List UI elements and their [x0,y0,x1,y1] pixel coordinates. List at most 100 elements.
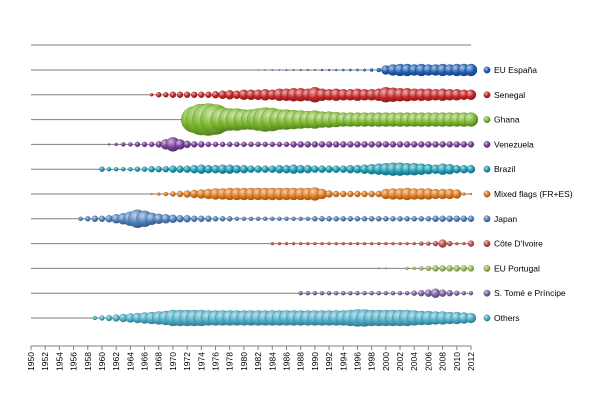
bubble-brazil-1995 [346,164,355,174]
bubble-eu-espa-a-1986 [285,68,288,71]
bubble-others-1959 [92,315,98,321]
bubble-japan-2009 [446,215,453,223]
bubble-venezuela-1963 [121,142,126,147]
bubble-c-te-d-ivoire-2001 [391,241,395,246]
bubble-s-tom-e-pr-ncipe-2001 [390,291,396,296]
x-tick-label: 2010 [452,352,462,371]
x-tick-label: 1966 [140,352,150,371]
series-row-venezuela [31,137,475,152]
bubble-eu-portugal-2004 [412,266,416,271]
bubble-brazil-1992 [325,165,333,173]
bubble-japan-1978 [227,216,233,222]
x-tick-label: 1952 [40,352,50,371]
bubble-c-te-d-ivoire-2003 [405,241,409,246]
bubble-c-te-d-ivoire-2006 [426,241,431,246]
bubble-others-1962 [112,314,120,322]
bubble-c-te-d-ivoire-2005 [419,241,424,246]
bubble-venezuela-2007 [432,141,439,148]
bubble-japan-1959 [91,215,99,223]
bubble-senegal-1971 [176,91,184,99]
bubble-eu-espa-a-1993 [334,68,338,72]
bubble-c-te-d-ivoire-1992 [327,241,331,246]
x-tick-label: 1990 [310,352,320,371]
bubble-c-te-d-ivoire-1995 [348,241,353,246]
bubble-japan-2003 [404,216,410,222]
bubble-japan-1973 [191,215,198,223]
bubble-japan-1979 [234,216,240,222]
bubble-s-tom-e-pr-ncipe-1996 [355,291,360,296]
bubble-mixed-flags-fr-es-1994 [340,190,347,198]
bubble-venezuela-2006 [425,141,432,148]
bubble-venezuela-1994 [340,141,347,148]
bubble-brazil-1963 [121,166,126,172]
x-tick-label: 2006 [423,352,433,371]
bubble-senegal-1967 [149,93,154,97]
bubble-eu-espa-a-1995 [348,68,352,72]
bubble-eu-portugal-2006 [425,265,432,272]
bubble-s-tom-e-pr-ncipe-1990 [312,291,318,296]
bubble-s-tom-e-pr-ncipe-2007 [430,288,441,298]
bubble-japan-1999 [376,216,382,222]
bubble-japan-1981 [248,216,254,222]
bubble-eu-espa-a-1983 [264,69,266,71]
legend: EU España Senegal Ghana Venezuela Brazil Mixe… [483,65,573,323]
bubble-others-1961 [105,314,113,322]
legend-marker [483,190,491,198]
legend-item-c-te-d-ivoire: Côte D'Ivoire [483,239,543,249]
legend-label: Ghana [494,115,520,125]
bubble-japan-1998 [368,216,375,222]
bubble-japan-1957 [78,216,83,222]
bubble-c-te-d-ivoire-1986 [284,241,289,246]
bubble-venezuela-1967 [148,141,155,148]
bubble-s-tom-e-pr-ncipe-2008 [438,289,447,297]
bubble-venezuela-1962 [114,142,118,147]
bubble-japan-1980 [241,216,247,222]
bubble-mixed-flags-fr-es-1993 [332,190,340,198]
bubble-japan-1982 [255,216,261,222]
bubble-s-tom-e-pr-ncipe-1998 [369,291,374,296]
bubble-brazil-1964 [128,166,133,172]
bubble-japan-1994 [340,216,346,222]
legend-item-eu-espa-a: EU España [483,65,537,75]
bubble-brazil-1966 [141,166,148,172]
legend-item-eu-portugal: EU Portugal [483,263,540,273]
bubble-c-te-d-ivoire-2011 [462,241,466,246]
bubble-others-2012 [465,312,477,324]
bubble-japan-2005 [418,216,425,222]
legend-marker [483,140,491,148]
series-row-mixed-flags-fr-es [31,187,473,201]
legend-item-brazil: Brazil [483,164,515,174]
bubble-venezuela-2012 [467,141,475,148]
bubble-eu-portugal-1999 [377,267,380,270]
bubble-brazil-1981 [247,165,255,173]
x-tick-label: 2004 [409,352,419,371]
bubble-venezuela-2002 [396,141,404,148]
bubble-mixed-flags-fr-es-1969 [163,191,169,197]
bubble-s-tom-e-pr-ncipe-2012 [468,291,474,296]
bubble-japan-2004 [411,216,417,222]
bubble-s-tom-e-pr-ncipe-1991 [319,291,325,296]
bubble-c-te-d-ivoire-1990 [313,241,317,246]
bubble-eu-espa-a-1988 [299,68,302,72]
bubble-venezuela-1993 [332,141,340,148]
bubble-eu-portugal-2012 [467,265,475,272]
bubble-venezuela-2004 [411,141,418,148]
x-tick-label: 1950 [26,352,36,371]
bubble-venezuela-1975 [205,141,212,148]
bubble-venezuela-1987 [290,141,297,148]
bubble-eu-portugal-2010 [453,265,461,272]
bubble-brazil-1983 [261,165,269,173]
bubble-s-tom-e-pr-ncipe-2000 [383,291,389,296]
x-tick-label: 1998 [367,352,377,371]
bubble-brazil-2011 [459,164,469,174]
bubble-eu-espa-a-1987 [292,68,295,71]
bubble-c-te-d-ivoire-2008 [438,239,447,248]
bubble-venezuela-1992 [325,141,333,148]
x-tick-label: 1980 [239,352,249,371]
legend-item-s-tom-e-pr-ncipe: S. Tomé e Príncipe [483,288,566,298]
bubble-japan-2011 [460,215,468,223]
bubble-c-te-d-ivoire-2012 [467,240,475,247]
bubble-s-tom-e-pr-ncipe-2002 [397,291,403,296]
bubble-mixed-flags-fr-es-1970 [170,191,176,197]
bubble-japan-1997 [361,216,368,222]
